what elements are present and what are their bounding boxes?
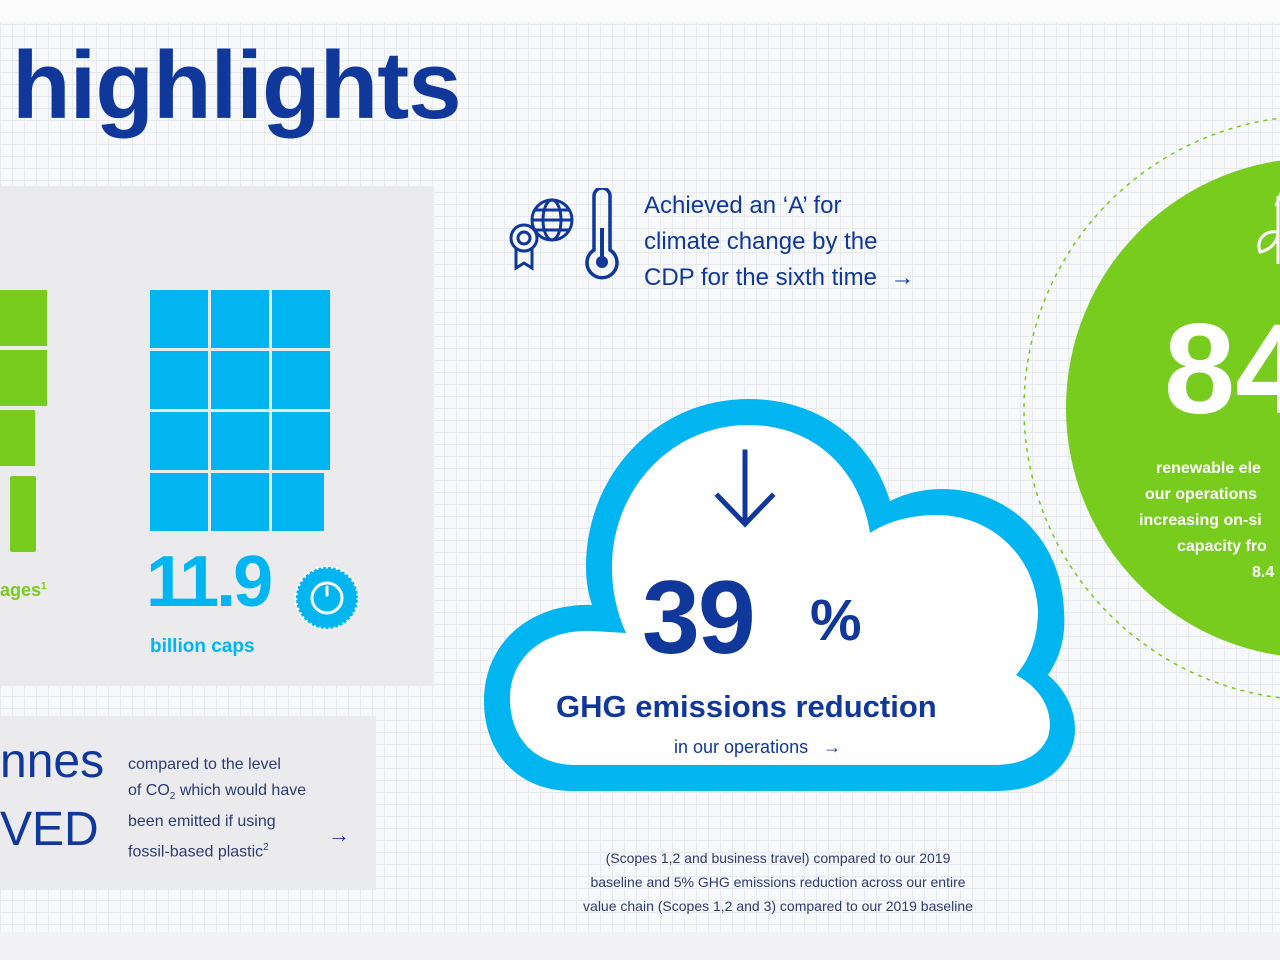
renewable-line: our operations <box>1145 486 1258 503</box>
leaf-sprout-icon <box>1257 192 1280 264</box>
bottle-cap-icon <box>294 565 360 631</box>
cap-tile <box>211 473 269 531</box>
renewable-description: renewable ele our operations increasing … <box>1134 456 1280 586</box>
top-strip <box>0 0 1280 22</box>
ghg-sub-label: in our operations → <box>674 737 841 758</box>
thermometer-icon <box>585 188 619 280</box>
ghg-note-line: value chain (Scopes 1,2 and 3) compared … <box>583 898 973 914</box>
cap-tile <box>272 412 330 470</box>
cap-tile <box>272 473 324 531</box>
tonnes-heading: nnes <box>0 735 105 788</box>
co2-desc-text: of CO <box>128 781 170 799</box>
renewable-line: increasing on-si <box>1139 512 1262 529</box>
co2-more-arrow[interactable]: → <box>328 822 350 847</box>
bottom-strip <box>0 932 1280 960</box>
saved-heading: VED <box>0 803 99 856</box>
co2-panel <box>0 716 376 890</box>
co2-desc-line: compared to the level <box>128 756 281 773</box>
ghg-more-arrow[interactable]: → <box>823 737 842 757</box>
renewable-value: 84 <box>1164 298 1280 441</box>
cap-tile <box>272 351 330 409</box>
cap-tile <box>211 351 269 409</box>
cdp-line-text: CDP for the sixth time <box>644 264 877 291</box>
cap-tile <box>272 290 330 348</box>
co2-desc-line: fossil-based plastic2 <box>128 835 358 865</box>
caps-value: 11.9 <box>146 542 273 622</box>
packages-footnote: 1 <box>41 581 47 592</box>
down-arrow-icon <box>714 449 776 528</box>
cap-tile <box>150 351 208 409</box>
ghg-footnote: (Scopes 1,2 and business travel) compare… <box>540 846 1016 918</box>
co2-desc-line: been emitted if using <box>128 813 276 831</box>
renewable-line: 8.4 <box>1252 564 1275 581</box>
cap-tile <box>150 290 208 348</box>
cdp-line: climate change by the <box>644 228 878 255</box>
green-block <box>0 290 47 346</box>
page-title: highlights <box>12 32 462 139</box>
ghg-unit: % <box>810 588 862 653</box>
ghg-note-line: (Scopes 1,2 and business travel) compare… <box>605 850 951 866</box>
cap-tile <box>211 290 269 348</box>
ghg-note-line: baseline and 5% GHG emissions reduction … <box>590 874 966 890</box>
globe-certificate-icon <box>509 198 574 271</box>
ghg-value: 39 <box>642 560 756 676</box>
packages-label-text: ages <box>0 580 42 600</box>
cap-tile <box>150 473 208 531</box>
co2-footnote: 2 <box>263 841 269 853</box>
ghg-sub-text: in our operations <box>674 737 809 757</box>
cdp-more-arrow[interactable]: → <box>890 264 915 291</box>
cdp-line: CDP for the sixth time → <box>644 260 914 296</box>
cap-tile <box>150 412 208 470</box>
renewable-line: capacity fro <box>1177 538 1267 555</box>
co2-desc-line: of CO2 which would have <box>128 778 358 810</box>
cdp-line: Achieved an ‘A’ for <box>644 192 842 219</box>
cap-tile <box>211 412 269 470</box>
cdp-achievement-text: Achieved an ‘A’ for climate change by th… <box>644 188 914 296</box>
renewable-line: renewable ele <box>1156 460 1261 477</box>
renewable-circle <box>1023 117 1280 699</box>
green-block <box>0 350 47 406</box>
green-block <box>10 476 36 552</box>
cloud-shape <box>484 399 1075 791</box>
co2-subscript: 2 <box>169 790 176 802</box>
co2-desc-text: fossil-based plastic <box>128 843 264 861</box>
packages-label: ages1 <box>0 580 47 601</box>
green-block <box>0 410 35 466</box>
caps-unit-label: billion caps <box>150 636 255 657</box>
ghg-label: GHG emissions reduction <box>556 689 937 724</box>
co2-description: compared to the level of CO2 which would… <box>128 752 358 865</box>
co2-desc-text: which would have <box>179 781 307 799</box>
